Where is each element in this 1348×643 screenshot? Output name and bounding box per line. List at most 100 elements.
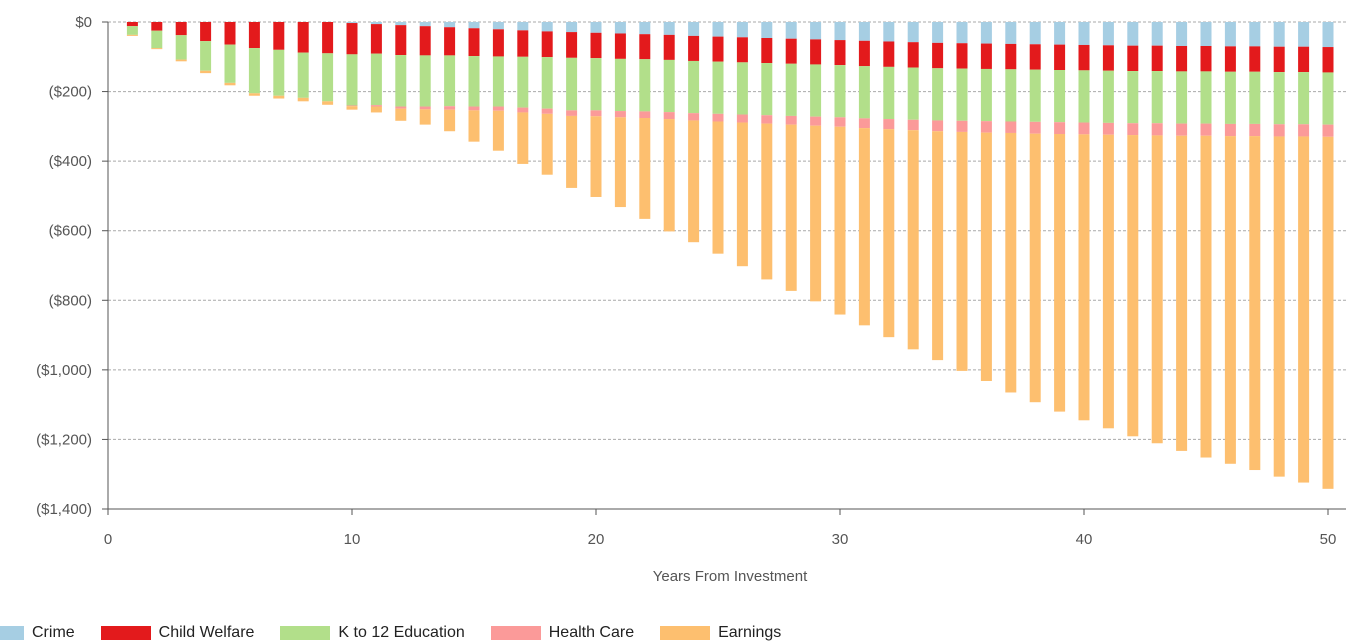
bar-segment bbox=[639, 118, 651, 219]
bar-segment bbox=[736, 37, 748, 63]
bar-segment bbox=[639, 22, 651, 35]
bar-segment bbox=[1054, 44, 1066, 71]
bar-segment bbox=[1127, 135, 1139, 437]
bar-segment bbox=[468, 106, 480, 111]
x-tick-label: 0 bbox=[104, 531, 112, 548]
bar-segment bbox=[1249, 123, 1261, 137]
bar-segment bbox=[1127, 123, 1139, 136]
bar-segment bbox=[810, 39, 822, 65]
bar-segment bbox=[907, 67, 919, 120]
x-tick-label: 30 bbox=[832, 531, 849, 548]
bar-segment bbox=[1054, 70, 1066, 123]
x-tick-label: 20 bbox=[588, 531, 605, 548]
bar-segment bbox=[566, 57, 578, 111]
bar-segment bbox=[834, 117, 846, 127]
bar-segment bbox=[1151, 135, 1163, 444]
y-tick-label: ($800) bbox=[49, 292, 92, 309]
bar-segment bbox=[370, 22, 382, 25]
bar-segment bbox=[444, 109, 456, 132]
bar-segment bbox=[248, 48, 260, 94]
legend-swatch bbox=[280, 626, 331, 640]
y-tick-label: ($1,000) bbox=[36, 362, 92, 379]
axes bbox=[107, 22, 1346, 515]
bar-segment bbox=[858, 118, 870, 129]
bar-segment bbox=[834, 40, 846, 66]
bar-segment bbox=[980, 132, 992, 381]
bar-segment bbox=[761, 123, 773, 280]
bar-segment bbox=[590, 32, 602, 59]
bar-segment bbox=[810, 116, 822, 126]
bar-segment bbox=[980, 68, 992, 122]
legend-label: Crime bbox=[32, 624, 75, 641]
stacked-bar-chart: $0 ($200) ($400) ($600) ($800) ($1,000) ($1,20… bbox=[36, 14, 1346, 585]
bar-segment bbox=[980, 22, 992, 44]
bar-segment bbox=[1200, 46, 1212, 72]
bar-segment bbox=[346, 105, 358, 107]
bar-segment bbox=[1078, 70, 1090, 123]
bar-segment bbox=[1322, 124, 1334, 137]
bar-segment bbox=[1005, 43, 1017, 70]
bar-segment bbox=[712, 22, 724, 37]
bar-segment bbox=[980, 43, 992, 69]
bar-segment bbox=[1176, 123, 1188, 136]
bar-segment bbox=[346, 106, 358, 110]
bar-segment bbox=[468, 22, 480, 29]
bar-segment bbox=[956, 68, 968, 121]
bar-segment bbox=[688, 120, 700, 243]
bar-segment bbox=[224, 82, 236, 86]
y-tick-label: $0 bbox=[75, 14, 92, 31]
bar-segment bbox=[1224, 71, 1236, 124]
bar-segment bbox=[883, 66, 895, 120]
bar-segment bbox=[370, 106, 382, 113]
bar-segment bbox=[517, 56, 529, 108]
bar-segment bbox=[248, 93, 260, 96]
bar-segment bbox=[370, 53, 382, 106]
legend: Crime Child Welfare K to 12 Education Healt… bbox=[0, 623, 807, 643]
bar-segment bbox=[492, 22, 504, 30]
bar-segment bbox=[273, 95, 285, 99]
bar-segment bbox=[785, 115, 797, 125]
bar-segment bbox=[492, 110, 504, 151]
y-tick-label: ($1,200) bbox=[36, 431, 92, 448]
bar-segment bbox=[1273, 124, 1285, 137]
bar-segment bbox=[322, 101, 334, 105]
bar-segment bbox=[492, 29, 504, 57]
bar-segment bbox=[297, 22, 309, 53]
bar-segment bbox=[1127, 22, 1139, 46]
bar-segment bbox=[395, 106, 407, 109]
bars bbox=[126, 22, 1334, 489]
bar-segment bbox=[1298, 136, 1310, 483]
bar-segment bbox=[395, 55, 407, 107]
bar-segment bbox=[1249, 71, 1261, 124]
bar-segment bbox=[834, 65, 846, 118]
bar-segment bbox=[566, 110, 578, 116]
bar-segment bbox=[639, 34, 651, 60]
legend-swatch bbox=[100, 626, 151, 640]
bar-segment bbox=[224, 44, 236, 83]
bar-segment bbox=[444, 27, 456, 56]
legend-item: Crime bbox=[0, 624, 75, 642]
bar-segment bbox=[1176, 22, 1188, 47]
bar-segment bbox=[1249, 22, 1261, 47]
bar-segment bbox=[1224, 123, 1236, 137]
bar-segment bbox=[346, 23, 358, 55]
legend-item: Health Care bbox=[490, 624, 634, 642]
bar-segment bbox=[1176, 46, 1188, 72]
legend-label: K to 12 Education bbox=[338, 624, 465, 641]
bar-segment bbox=[419, 55, 431, 107]
bar-segment bbox=[1249, 136, 1261, 471]
bar-segment bbox=[883, 41, 895, 67]
legend-swatch bbox=[490, 626, 541, 640]
bar-segment bbox=[785, 124, 797, 291]
bar-segment bbox=[834, 22, 846, 41]
bar-segment bbox=[1273, 46, 1285, 73]
bar-segment bbox=[1200, 22, 1212, 47]
legend-swatch bbox=[0, 626, 24, 640]
bar-segment bbox=[1273, 22, 1285, 47]
bar-segment bbox=[614, 111, 626, 118]
bar-segment bbox=[1029, 69, 1041, 122]
bar-segment bbox=[468, 28, 480, 57]
bar-segment bbox=[590, 110, 602, 117]
bar-segment bbox=[883, 129, 895, 338]
bar-segment bbox=[1054, 122, 1066, 135]
